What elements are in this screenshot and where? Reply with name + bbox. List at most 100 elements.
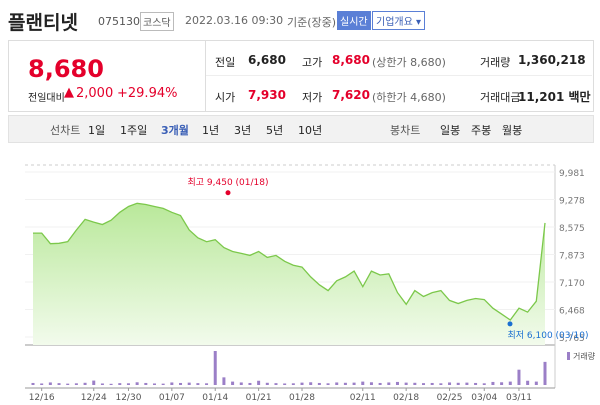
volume-bar xyxy=(456,382,460,385)
tab-item[interactable]: 주봉 xyxy=(471,124,492,137)
stat-value: 6,680 xyxy=(248,53,286,67)
volume-bar xyxy=(274,383,278,385)
current-price: 8,680 xyxy=(28,55,104,83)
divider xyxy=(206,75,592,76)
stat-value: 8,680 xyxy=(332,53,370,67)
volume-bar xyxy=(309,382,313,385)
volume-bar xyxy=(422,383,426,385)
x-tick-label: 02/25 xyxy=(437,393,463,403)
volume-bar xyxy=(83,382,87,385)
stat-value: 11,201 백만 xyxy=(518,90,591,104)
annotation-marker xyxy=(225,190,231,196)
volume-bar xyxy=(474,382,478,385)
volume-bar xyxy=(213,351,217,385)
volume-bar xyxy=(404,382,408,385)
tab-item[interactable]: 10년 xyxy=(298,124,323,137)
volume-bar xyxy=(257,380,261,385)
realtime-badge[interactable]: 실시간 xyxy=(337,11,371,30)
volume-bar xyxy=(482,383,486,385)
market-badge: 코스닥 xyxy=(140,12,174,31)
stat-note: (상한가 8,680) xyxy=(372,56,446,69)
stat-label: 전일 xyxy=(215,56,236,69)
tab-item[interactable]: 3년 xyxy=(234,124,252,137)
volume-bar xyxy=(413,382,417,385)
price-area xyxy=(33,203,545,345)
stat-label: 시가 xyxy=(215,91,236,104)
tab-item[interactable]: 월봉 xyxy=(502,124,523,137)
volume-bar xyxy=(57,383,61,385)
y-tick-label: 7,873 xyxy=(559,252,585,262)
volume-bar xyxy=(534,381,538,385)
annotation: 최저 6,100 (03/10) xyxy=(507,330,588,341)
volume-bar xyxy=(335,382,339,385)
volume-bar xyxy=(74,383,78,385)
stock-code: 075130 xyxy=(98,15,140,28)
x-tick-label: 02/11 xyxy=(350,393,376,403)
stat-label: 고가 xyxy=(302,56,323,69)
volume-bar xyxy=(152,383,156,385)
x-tick-label: 12/24 xyxy=(81,393,107,403)
stat-label: 저가 xyxy=(302,91,323,104)
volume-bar xyxy=(161,383,165,385)
annotation: 최고 9,450 (01/18) xyxy=(187,177,268,188)
stat-value: 7,620 xyxy=(332,88,370,102)
volume-bar xyxy=(526,380,530,385)
change-pct: +29.94% xyxy=(117,86,178,101)
volume-bar xyxy=(135,382,139,385)
x-tick-label: 02/18 xyxy=(393,393,419,403)
y-tick-label: 7,170 xyxy=(559,279,585,289)
tab-item[interactable]: 1주일 xyxy=(120,124,148,137)
y-tick-label: 6,468 xyxy=(559,306,585,316)
volume-bar xyxy=(187,382,191,385)
change-label: 전일대비 xyxy=(28,93,65,104)
volume-bar xyxy=(205,383,209,385)
x-tick-label: 01/21 xyxy=(246,393,272,403)
volume-bar xyxy=(170,382,174,385)
volume-bar xyxy=(543,361,547,385)
volume-bar xyxy=(491,381,495,385)
x-tick-label: 12/16 xyxy=(29,393,55,403)
y-tick-label: 8,575 xyxy=(559,224,585,234)
tab-item[interactable]: 5년 xyxy=(266,124,284,137)
volume-bar xyxy=(265,382,269,385)
price-line xyxy=(33,202,546,321)
y-tick-label: 5,765 xyxy=(559,334,585,344)
chart: 9,981 9,278 8,575 7,873 7,170 6,468 5,765 최고 9,… xyxy=(25,164,596,403)
volume-bar xyxy=(300,382,304,385)
x-tick-label: 03/11 xyxy=(506,393,532,403)
legend-swatch xyxy=(567,352,570,360)
tab-item[interactable]: 3개월 xyxy=(161,124,189,137)
volume-bar xyxy=(222,377,226,385)
volume-bar xyxy=(326,383,330,385)
stock-name: 플랜티넷 xyxy=(8,12,78,34)
x-tick-label: 12/30 xyxy=(115,393,141,403)
change: 2,000 xyxy=(76,86,114,101)
volume-bar xyxy=(317,382,321,385)
legend-label: 거래량 xyxy=(573,351,596,361)
volume-bar xyxy=(231,381,235,385)
volume-bar xyxy=(430,382,434,385)
stat-value: 7,930 xyxy=(248,88,286,102)
volume-bar xyxy=(369,382,373,385)
volume-bar xyxy=(48,382,52,385)
volume-bar xyxy=(66,383,70,385)
tab-item[interactable]: 1일 xyxy=(88,124,106,137)
company-button[interactable]: 기업개요 ▾ xyxy=(372,11,425,30)
tab-item[interactable]: 1년 xyxy=(202,124,220,137)
tab-item[interactable]: 일봉 xyxy=(440,124,461,137)
volume-bar xyxy=(500,382,504,385)
summary-box xyxy=(8,40,594,112)
volume-bar xyxy=(283,383,287,385)
y-tick-label: 9,278 xyxy=(559,197,585,207)
volume-bar xyxy=(291,383,295,385)
tab-bar xyxy=(8,115,594,143)
tab-label: 선차트 xyxy=(50,124,81,137)
stat-note: (하한가 4,680) xyxy=(372,91,446,104)
x-tick-label: 01/07 xyxy=(159,393,185,403)
stat-label: 거래량 xyxy=(480,56,511,69)
volume-bar xyxy=(100,383,104,385)
volume-bar xyxy=(508,381,512,385)
up-arrow: ▲ xyxy=(64,85,74,100)
volume-bar xyxy=(40,383,44,385)
